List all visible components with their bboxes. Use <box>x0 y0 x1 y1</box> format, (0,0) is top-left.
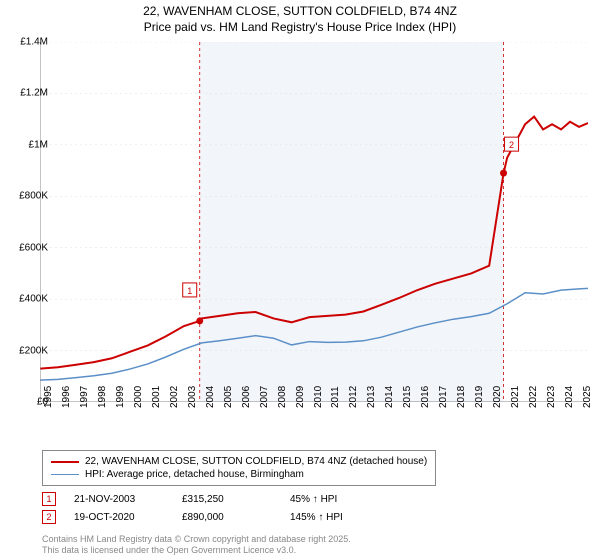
transaction-pct: 145% ↑ HPI <box>290 512 380 523</box>
y-tick-label: £1.4M <box>20 37 48 48</box>
svg-text:2: 2 <box>509 140 514 150</box>
transaction-marker: 1 <box>42 492 56 506</box>
x-tick-label: 2015 <box>402 386 413 408</box>
x-tick-label: 2006 <box>241 386 252 408</box>
y-tick-label: £400K <box>19 294 48 305</box>
transaction-marker: 2 <box>42 510 56 524</box>
y-tick-label: £1M <box>29 139 48 150</box>
transaction-price: £890,000 <box>182 512 272 523</box>
y-tick-label: £600K <box>19 242 48 253</box>
legend-row: HPI: Average price, detached house, Birm… <box>51 468 427 481</box>
x-tick-label: 1997 <box>79 386 90 408</box>
x-tick-label: 2022 <box>528 386 539 408</box>
legend-label: HPI: Average price, detached house, Birm… <box>85 469 304 480</box>
x-tick-label: 1996 <box>61 386 72 408</box>
chart-area: 12 <box>40 42 588 402</box>
footer-line1: Contains HM Land Registry data © Crown c… <box>42 534 351 545</box>
x-tick-label: 2017 <box>438 386 449 408</box>
transaction-pct: 45% ↑ HPI <box>290 494 380 505</box>
x-tick-label: 2011 <box>330 386 341 408</box>
transaction-table: 1 21-NOV-2003 £315,250 45% ↑ HPI 2 19-OCT-202… <box>42 490 380 526</box>
x-tick-label: 2008 <box>277 386 288 408</box>
svg-text:1: 1 <box>187 286 192 296</box>
footer-line2: This data is licensed under the Open Gov… <box>42 545 351 556</box>
x-tick-label: 2016 <box>420 386 431 408</box>
legend-label: 22, WAVENHAM CLOSE, SUTTON COLDFIELD, B7… <box>85 456 427 467</box>
chart-svg: 12 <box>40 42 588 402</box>
x-tick-label: 2020 <box>492 386 503 408</box>
x-tick-label: 2005 <box>223 386 234 408</box>
legend: 22, WAVENHAM CLOSE, SUTTON COLDFIELD, B7… <box>42 450 436 486</box>
y-tick-label: £800K <box>19 191 48 202</box>
y-tick-label: £1.2M <box>20 88 48 99</box>
title-line2: Price paid vs. HM Land Registry's House … <box>0 20 600 36</box>
y-tick-label: £200K <box>19 345 48 356</box>
legend-swatch <box>51 461 79 463</box>
x-tick-label: 2013 <box>366 386 377 408</box>
transaction-date: 21-NOV-2003 <box>74 494 164 505</box>
transaction-row: 2 19-OCT-2020 £890,000 145% ↑ HPI <box>42 508 380 526</box>
x-tick-label: 2014 <box>384 386 395 408</box>
x-tick-label: 2021 <box>510 386 521 408</box>
x-tick-label: 2003 <box>187 386 198 408</box>
x-tick-label: 2023 <box>546 386 557 408</box>
x-tick-label: 1999 <box>115 386 126 408</box>
transaction-date: 19-OCT-2020 <box>74 512 164 523</box>
transaction-price: £315,250 <box>182 494 272 505</box>
transaction-row: 1 21-NOV-2003 £315,250 45% ↑ HPI <box>42 490 380 508</box>
x-tick-label: 2007 <box>259 386 270 408</box>
x-tick-label: 1995 <box>43 386 54 408</box>
x-tick-label: 2012 <box>348 386 359 408</box>
x-tick-label: 2018 <box>456 386 467 408</box>
title-line1: 22, WAVENHAM CLOSE, SUTTON COLDFIELD, B7… <box>0 4 600 20</box>
x-tick-label: 2001 <box>151 386 162 408</box>
legend-swatch <box>51 474 79 476</box>
x-tick-label: 2025 <box>582 386 593 408</box>
x-tick-label: 2010 <box>313 386 324 408</box>
x-tick-label: 2002 <box>169 386 180 408</box>
x-tick-label: 2009 <box>295 386 306 408</box>
x-tick-label: 2004 <box>205 386 216 408</box>
chart-title: 22, WAVENHAM CLOSE, SUTTON COLDFIELD, B7… <box>0 0 600 35</box>
footer: Contains HM Land Registry data © Crown c… <box>42 534 351 556</box>
x-tick-label: 2000 <box>133 386 144 408</box>
legend-row: 22, WAVENHAM CLOSE, SUTTON COLDFIELD, B7… <box>51 455 427 468</box>
x-tick-label: 2024 <box>564 386 575 408</box>
x-tick-label: 2019 <box>474 386 485 408</box>
x-tick-label: 1998 <box>97 386 108 408</box>
